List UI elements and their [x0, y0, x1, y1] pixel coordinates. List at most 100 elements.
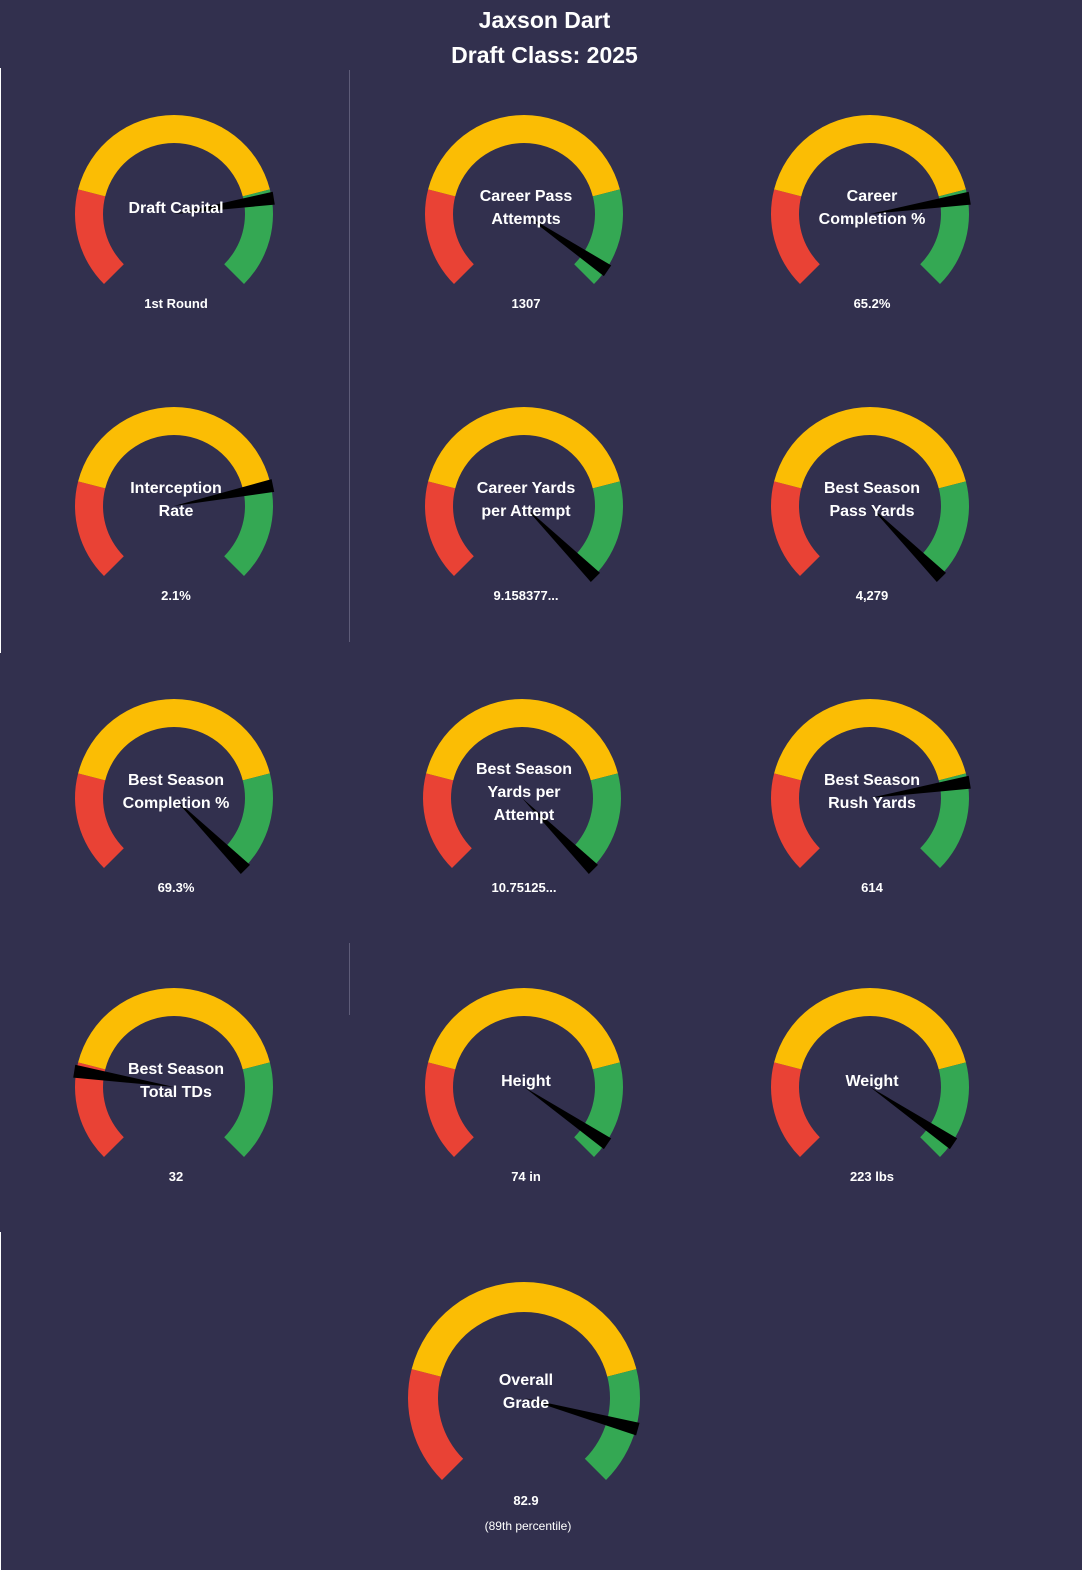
career-yards-per-attempt-needle	[524, 506, 601, 583]
best-season-pass-yards-needle	[870, 506, 947, 583]
interception-rate-label-line: Interception	[130, 480, 222, 497]
separator-bottom	[349, 943, 350, 1015]
overall-grade-value: 82.9	[513, 1493, 539, 1508]
best-season-completion-pct-band-high	[224, 773, 273, 869]
best-season-completion-pct-value: 69.3%	[157, 880, 195, 895]
player-name: Jaxson Dart	[478, 7, 611, 33]
best-season-rush-yards-label-line: Rush Yards	[828, 795, 916, 812]
interception-rate-label-line: Rate	[158, 503, 194, 520]
career-yards-per-attempt-band-mid	[428, 407, 620, 489]
best-season-total-tds-label-line: Total TDs	[140, 1084, 212, 1101]
height-value: 74 in	[511, 1169, 541, 1184]
best-season-pass-yards-value: 4,279	[855, 588, 889, 603]
best-season-completion-pct-band-low	[75, 773, 124, 869]
weight-value: 223 lbs	[849, 1169, 895, 1184]
best-season-total-tds-gauge	[73, 988, 273, 1158]
board-edge-right	[1082, 0, 1089, 1578]
career-completion-pct-needle	[870, 191, 971, 214]
best-season-rush-yards-gauge	[771, 699, 971, 869]
best-season-pass-yards-band-high	[920, 481, 969, 577]
height-needle	[524, 1087, 612, 1150]
best-season-completion-pct-label-line: Best Season	[127, 772, 225, 789]
best-season-pass-yards-label-line: Pass Yards	[829, 503, 915, 520]
career-pass-attempts-label-line: Career Pass	[479, 188, 573, 205]
overall-grade-label-line: Overall	[498, 1372, 554, 1389]
best-season-yards-per-attempt-band-low	[423, 773, 472, 869]
board-edge-left-lower	[0, 1232, 1, 1578]
draft-capital-band-high	[224, 189, 273, 285]
best-season-pass-yards-band-mid	[774, 407, 966, 489]
weight-band-mid	[774, 988, 966, 1070]
draft-class: Draft Class: 2025	[451, 42, 638, 68]
career-completion-pct-band-low	[771, 189, 820, 285]
best-season-rush-yards-band-low	[771, 773, 820, 869]
best-season-yards-per-attempt-gauge	[423, 699, 621, 875]
best-season-yards-per-attempt-label-line: Attempt	[493, 806, 555, 824]
best-season-rush-yards-value: 614	[861, 880, 883, 895]
career-completion-pct-gauge	[771, 115, 971, 285]
career-completion-pct-label-line: Completion %	[818, 211, 926, 228]
best-season-yards-per-attempt-band-mid	[426, 699, 618, 781]
best-season-yards-per-attempt-band-high	[572, 773, 621, 869]
weight-needle	[870, 1087, 958, 1150]
career-yards-per-attempt-label: Career Yards per Attempt	[431, 477, 621, 523]
career-yards-per-attempt-label-line: per Attempt	[481, 503, 571, 520]
career-pass-attempts-band-low	[425, 189, 474, 285]
overall-grade-band-mid	[411, 1282, 637, 1377]
height-band-mid	[428, 988, 620, 1070]
career-pass-attempts-label: Career Pass Attempts	[431, 185, 621, 231]
best-season-completion-pct-label: Best Season Completion %	[81, 769, 271, 815]
draft-capital-gauge	[75, 115, 275, 285]
career-completion-pct-value: 65.2%	[853, 296, 891, 311]
career-pass-attempts-band-mid	[428, 115, 620, 197]
best-season-yards-per-attempt-label-line: Yards per	[487, 783, 561, 801]
career-yards-per-attempt-band-high	[574, 481, 623, 577]
career-completion-pct-label-line: Career	[846, 188, 898, 205]
career-completion-pct-label: Career Completion %	[777, 185, 967, 231]
career-yards-per-attempt-band-low	[425, 481, 474, 577]
best-season-total-tds-band-low	[75, 1062, 124, 1158]
weight-band-low	[771, 1062, 820, 1158]
best-season-pass-yards-band-low	[771, 481, 820, 577]
career-pass-attempts-label-line: Attempts	[491, 211, 561, 228]
overall-grade-percentile: (89th percentile)	[484, 1519, 572, 1533]
best-season-rush-yards-band-high	[920, 773, 969, 869]
best-season-pass-yards-label-line: Best Season	[823, 480, 921, 497]
best-season-completion-pct-gauge	[75, 699, 273, 875]
best-season-total-tds-label-line: Best Season	[127, 1061, 225, 1078]
best-season-rush-yards-label: Best Season Rush Yards	[777, 769, 967, 815]
best-season-completion-pct-band-mid	[78, 699, 270, 781]
board-edge-left-upper	[0, 68, 1, 653]
draft-capital-needle	[174, 191, 275, 214]
overall-grade-gauge	[408, 1282, 640, 1481]
best-season-yards-per-attempt-needle	[522, 798, 599, 875]
career-yards-per-attempt-gauge	[425, 407, 623, 583]
best-season-total-tds-needle	[73, 1064, 174, 1087]
career-yards-per-attempt-label-line: Career Yards	[476, 480, 576, 497]
weight-label-line: Weight	[845, 1072, 899, 1090]
interception-rate-gauge	[75, 407, 275, 577]
best-season-yards-per-attempt-value: 10.75125...	[491, 880, 557, 895]
interception-rate-value: 2.1%	[161, 588, 191, 603]
draft-capital-value: 1st Round	[144, 296, 208, 311]
best-season-rush-yards-label-line: Best Season	[823, 772, 921, 789]
career-completion-pct-band-mid	[774, 115, 966, 197]
best-season-pass-yards-label: Best Season Pass Yards	[777, 477, 967, 523]
career-completion-pct-band-high	[920, 189, 969, 285]
board-edge-bottom	[0, 1570, 1089, 1578]
best-season-yards-per-attempt-label-line: Best Season	[475, 760, 573, 778]
height-gauge	[425, 988, 623, 1158]
draft-capital-label: Draft Capital	[81, 197, 271, 220]
best-season-pass-yards-gauge	[771, 407, 969, 583]
best-season-completion-pct-label-line: Completion %	[122, 795, 230, 812]
best-season-completion-pct-needle	[174, 798, 251, 875]
career-pass-attempts-value: 1307	[511, 296, 541, 311]
height-label-line: Height	[501, 1072, 551, 1090]
overall-grade-band-low	[408, 1369, 464, 1481]
best-season-total-tds-band-high	[224, 1062, 273, 1158]
best-season-rush-yards-band-mid	[774, 699, 966, 781]
interception-rate-band-mid	[78, 407, 270, 489]
draft-capital-label-line: Draft Capital	[128, 199, 224, 217]
best-season-yards-per-attempt-label: Best Season Yards per Attempt	[429, 758, 619, 827]
interception-rate-band-high	[224, 481, 273, 577]
